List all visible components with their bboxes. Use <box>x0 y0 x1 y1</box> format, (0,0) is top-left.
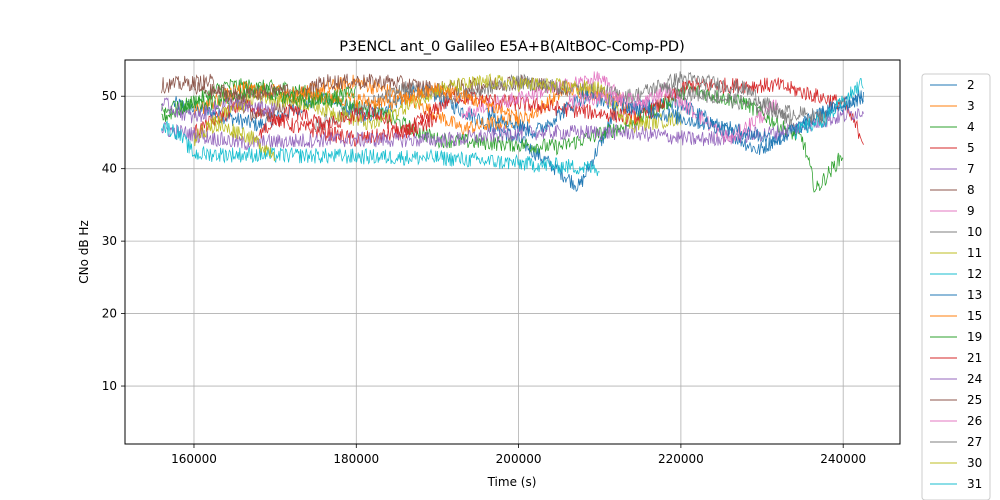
plot-frame <box>124 59 901 445</box>
y-tick-label: 40 <box>102 162 117 176</box>
chart-title: P3ENCL ant_0 Galileo E5A+B(AltBOC-Comp-P… <box>339 39 685 55</box>
x-tick-label: 180000 <box>333 452 379 466</box>
legend-label: 3 <box>967 99 975 113</box>
x-tick-label: 160000 <box>171 452 217 466</box>
x-tick-label: 200000 <box>496 452 542 466</box>
series-line <box>193 77 864 147</box>
legend-label: 30 <box>967 456 982 470</box>
legend-label: 25 <box>967 393 982 407</box>
legend-label: 8 <box>967 183 975 197</box>
x-axis-ticks: 160000 180000 200000 220000 240000 <box>171 444 866 466</box>
x-tick-label: 240000 <box>820 452 866 466</box>
x-tick-label: 220000 <box>658 452 704 466</box>
legend-label: 26 <box>967 414 982 428</box>
plot-area <box>161 71 864 193</box>
legend-label: 12 <box>967 267 982 281</box>
series-line <box>193 81 292 104</box>
legend-label: 21 <box>967 351 982 365</box>
y-tick-label: 30 <box>102 234 117 248</box>
series-line <box>258 103 438 139</box>
legend-label: 2 <box>967 78 975 92</box>
legend-label: 15 <box>967 309 982 323</box>
legend: 2 3 4 5 7 8 9 10 11 12 13 15 19 21 24 25 26 27 30 31 <box>921 73 991 500</box>
y-tick-label: 20 <box>102 307 117 321</box>
series-line <box>161 107 864 151</box>
y-tick-label: 10 <box>102 379 117 393</box>
y-axis-ticks: 10 20 30 40 50 <box>102 89 125 393</box>
legend-label: 5 <box>967 141 975 155</box>
legend-box <box>921 73 991 500</box>
x-axis-label: Time (s) <box>487 475 537 489</box>
series-line <box>794 78 864 140</box>
legend-label: 13 <box>967 288 982 302</box>
legend-label: 11 <box>967 246 982 260</box>
legend-label: 19 <box>967 330 982 344</box>
y-axis-label: CNo dB Hz <box>77 220 91 284</box>
legend-label: 24 <box>967 372 982 386</box>
legend-label: 31 <box>967 477 982 491</box>
legend-label: 10 <box>967 225 982 239</box>
legend-label: 7 <box>967 162 975 176</box>
legend-label: 9 <box>967 204 975 218</box>
series-line <box>161 73 568 122</box>
series-line <box>664 81 828 125</box>
y-tick-label: 50 <box>102 89 117 103</box>
legend-label: 4 <box>967 120 975 134</box>
series-line <box>566 89 649 111</box>
series-line <box>485 89 864 147</box>
legend-label: 27 <box>967 435 982 449</box>
series-line <box>161 96 276 124</box>
series-line <box>161 82 357 116</box>
series-line <box>161 120 600 177</box>
series-line <box>209 118 276 162</box>
